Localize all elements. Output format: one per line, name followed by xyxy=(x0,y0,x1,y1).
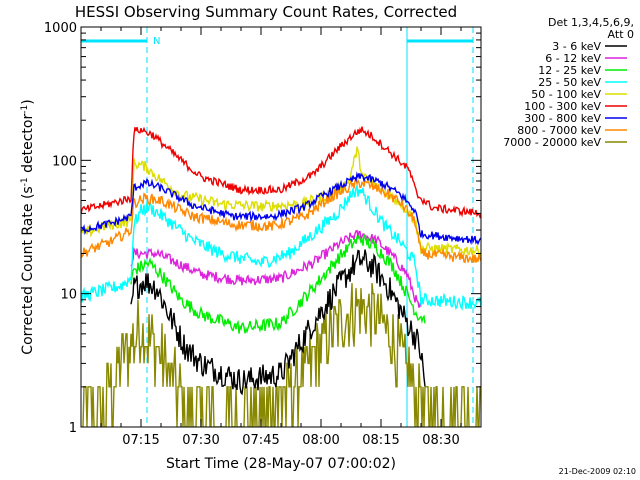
legend-label-7: 800 - 7000 keV xyxy=(517,124,601,137)
y-axis-label-main: Corrected Count Rate (s xyxy=(20,186,36,354)
x-tick-label-4: 08:15 xyxy=(362,433,399,448)
y-tick-label-0: 1 xyxy=(69,421,77,436)
series-line-4 xyxy=(81,146,481,257)
series-line-7 xyxy=(81,177,481,264)
legend-header-line-2: Att 0 xyxy=(608,28,634,41)
x-tick-label-5: 08:30 xyxy=(422,433,459,448)
y-axis-label-mid: detector xyxy=(20,114,36,178)
series-line-8 xyxy=(81,283,481,427)
legend-label-6: 300 - 800 keV xyxy=(524,112,601,125)
y-tick-label-3: 1000 xyxy=(44,21,77,36)
legend-label-8: 7000 - 20000 keV xyxy=(503,136,601,149)
legend-label-4: 50 - 100 keV xyxy=(531,88,601,101)
y-axis-label-sup1: -1 xyxy=(20,177,30,186)
x-tick-label-0: 07:15 xyxy=(122,433,159,448)
series-line-2 xyxy=(130,234,426,334)
x-tick-label-3: 08:00 xyxy=(302,433,339,448)
legend-label-0: 3 - 6 keV xyxy=(552,40,601,53)
legend-label-2: 12 - 25 keV xyxy=(538,64,601,77)
x-tick-label-1: 07:30 xyxy=(182,433,219,448)
legend-label-1: 6 - 12 keV xyxy=(545,52,601,65)
annotation-n: N xyxy=(153,36,160,47)
legend-label-5: 100 - 300 keV xyxy=(524,100,601,113)
y-axis-label-sup2: -1 xyxy=(20,105,30,114)
footer-timestamp: 21-Dec-2009 02:10 xyxy=(559,467,636,476)
x-tick-label-2: 07:45 xyxy=(242,433,279,448)
x-axis-label: Start Time (28-May-07 07:00:02) xyxy=(166,456,396,472)
series-line-3 xyxy=(81,182,481,311)
y-tick-label-1: 10 xyxy=(60,288,77,303)
legend-label-3: 25 - 50 keV xyxy=(538,76,601,89)
legend-header-line-1: Det 1,3,4,5,6,9, xyxy=(548,16,634,29)
y-axis-label: Corrected Count Rate (s-1 detector-1) xyxy=(20,99,36,354)
y-axis-label-end: ) xyxy=(20,99,36,104)
y-tick-label-2: 100 xyxy=(52,154,77,169)
series-line-6 xyxy=(81,171,481,246)
series-line-5 xyxy=(81,126,481,219)
chart-title: HESSI Observing Summary Count Rates, Cor… xyxy=(75,3,457,21)
series-line-0 xyxy=(130,249,426,396)
